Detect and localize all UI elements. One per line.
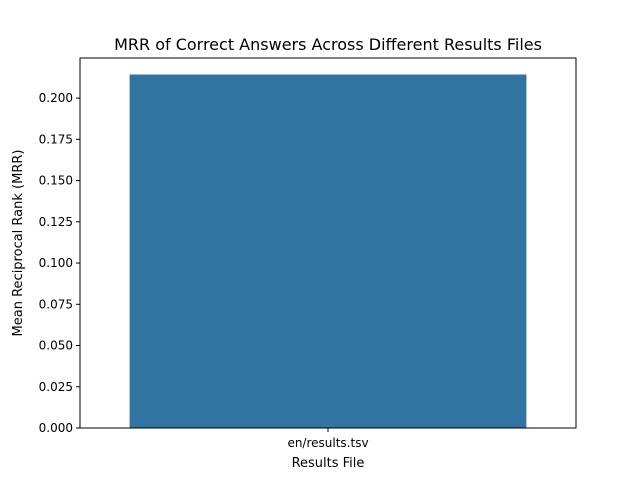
y-tick-label: 0.175 [39, 132, 73, 146]
chart-title: MRR of Correct Answers Across Different … [114, 35, 542, 54]
x-axis-label: Results File [292, 456, 365, 471]
y-axis-label: Mean Reciprocal Rank (MRR) [11, 150, 26, 337]
y-tick-label: 0.075 [39, 297, 73, 311]
y-tick-label: 0.125 [39, 215, 73, 229]
y-tick-label: 0.150 [39, 174, 73, 188]
bar-0 [129, 74, 527, 429]
y-tick-label: 0.100 [39, 256, 73, 270]
y-tick-label: 0.050 [39, 339, 73, 353]
y-axis: 0.000 0.025 0.050 0.075 0.100 0.125 0.150 0.175… [39, 91, 80, 435]
y-tick-label: 0.025 [39, 380, 73, 394]
bars-group [129, 74, 527, 429]
y-tick-label: 0.200 [39, 91, 73, 105]
y-tick-label: 0.000 [39, 421, 73, 435]
x-axis: en/results.tsv [287, 428, 369, 450]
x-tick-label: en/results.tsv [287, 436, 368, 450]
